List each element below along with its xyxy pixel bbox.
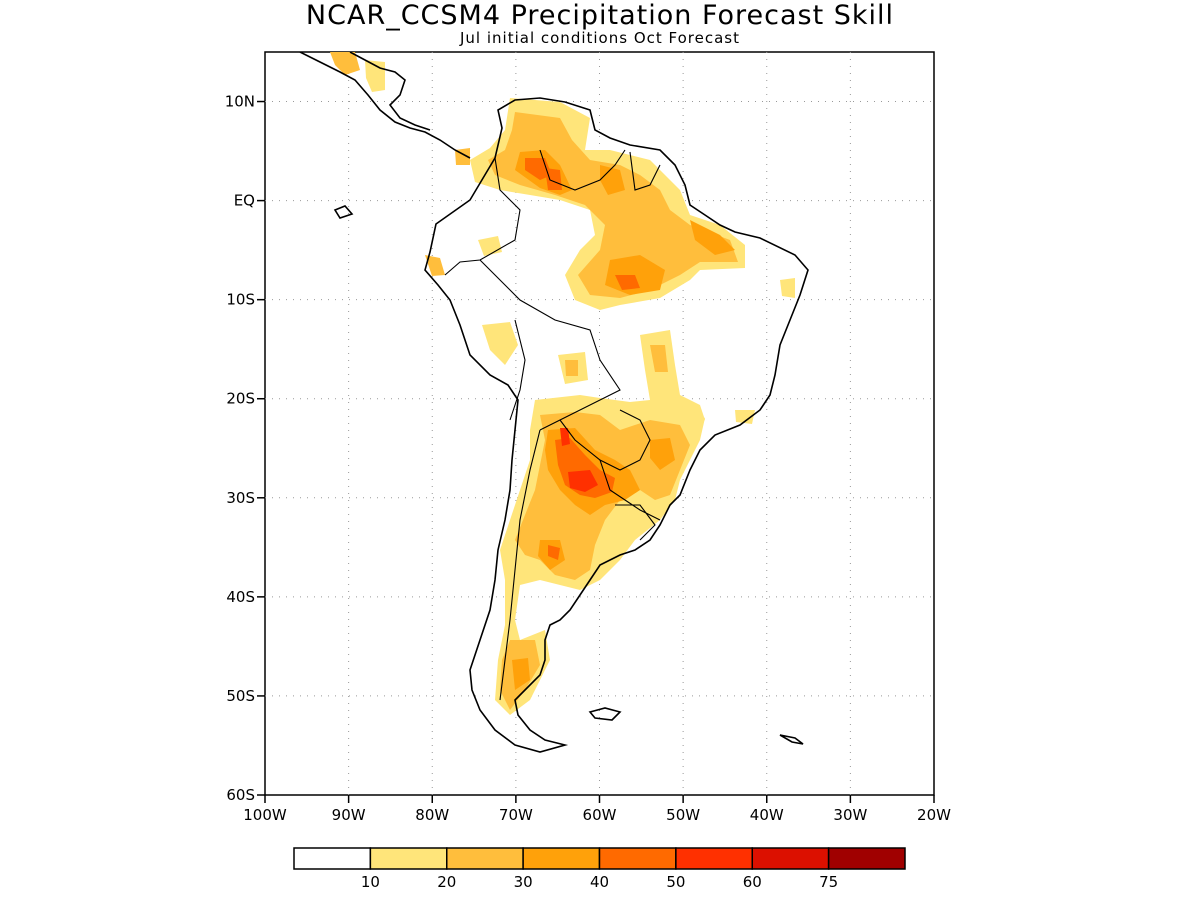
coastline [299,52,809,753]
lat-label: 40S [226,588,255,606]
legend-swatch [751,847,830,870]
lat-label: 30S [226,489,255,507]
color-legend: 10 20 30 40 50 60 75 [293,847,906,891]
lon-label: 60W [583,806,617,824]
legend-swatch [522,847,601,870]
skill-region-laplata-l3 [512,428,675,690]
lon-label: 90W [332,806,366,824]
south-america-coast [424,97,809,753]
legend-swatch [369,847,448,870]
lat-label: 20S [226,390,255,408]
south-georgia [779,734,804,745]
skill-region-laplata-l2 [500,412,690,710]
skill-shading [330,52,795,715]
lon-label: 80W [415,806,449,824]
chart-title: NCAR_CCSM4 Precipitation Forecast Skill [305,0,895,31]
lon-label: 20W [917,806,951,824]
chart-subtitle: Jul initial conditions Oct Forecast [460,29,740,47]
falklands [588,707,622,721]
skill-region-central-america [330,52,360,75]
lat-label: EQ [234,192,255,210]
central-america-coast [299,52,471,159]
legend-label: 30 [514,873,533,891]
central-america-coast-north [349,52,431,131]
legend-label: 75 [819,873,838,891]
country-borders [444,149,661,701]
skill-region-laplata-l5 [560,428,598,492]
lon-label: 70W [499,806,533,824]
axes: 10N EQ 10S 20S 30S 40S 50S 60S 100W 90W 80W 70W 60W 5… [225,93,951,824]
legend-swatch [598,847,677,870]
legend-label: 20 [437,873,456,891]
legend-label: 50 [666,873,685,891]
skill-region-venezuela-l3 [515,150,735,295]
lon-label: 100W [243,806,287,824]
legend-swatch [827,847,906,870]
legend-swatch [675,847,753,870]
skill-region-laplata-l4 [548,438,615,560]
legend-swatch [446,847,524,870]
lon-label: 30W [833,806,867,824]
lat-label: 50S [226,687,255,705]
lat-label: 10S [226,291,255,309]
legend-label: 10 [361,873,380,891]
lat-label: 10N [225,93,255,111]
lat-label: 60S [226,786,255,804]
legend-swatch [293,847,372,870]
skill-region-venezuela-l4 [525,158,640,290]
legend-label: 40 [590,873,609,891]
lon-label: 50W [666,806,700,824]
lon-label: 40W [750,806,784,824]
galapagos [333,205,354,219]
legend-label: 60 [743,873,762,891]
